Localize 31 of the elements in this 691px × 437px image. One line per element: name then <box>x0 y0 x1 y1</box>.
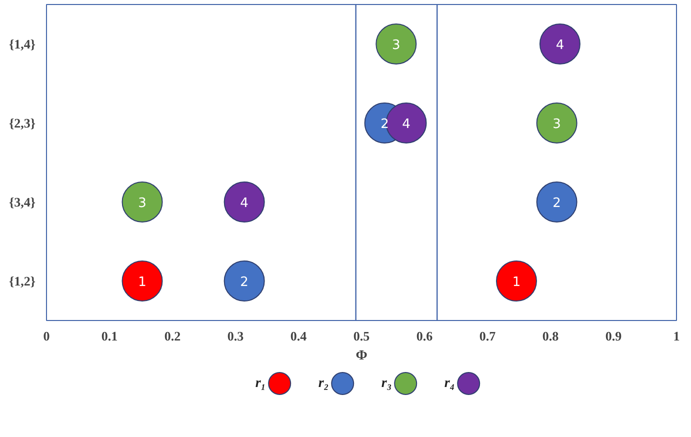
x-tick-label: 0.6 <box>416 328 434 344</box>
y-tick-label: {2,3} <box>9 116 36 130</box>
x-tick-label: 0.2 <box>164 328 181 344</box>
annotation: 2 <box>380 117 389 132</box>
x-tick-label: 1 <box>673 328 680 344</box>
legend-label: r₄ <box>444 376 455 391</box>
y-tick-label: {1,2} <box>9 274 36 288</box>
legend-label: r₁ <box>255 376 266 391</box>
annotation: 1 <box>512 275 521 290</box>
x-tick-label: 0 <box>43 328 50 344</box>
annotation: 4 <box>556 38 564 53</box>
annotation: 2 <box>240 275 248 290</box>
y-tick-label: {1,4} <box>9 36 36 52</box>
x-tick-label: 0.1 <box>101 328 118 344</box>
annotation: 3 <box>392 38 400 53</box>
legend-label: r₂ <box>318 376 329 391</box>
annotation: 3 <box>552 117 561 132</box>
annotation: 4 <box>402 117 410 132</box>
x-tick-label: 0.4 <box>290 328 308 344</box>
x-tick-label: 0.5 <box>353 328 370 344</box>
x-tick-label: 0.7 <box>479 328 496 344</box>
x-tick-label: 0.8 <box>542 328 560 344</box>
annotation: 3 <box>138 196 146 211</box>
legend-label: r₃ <box>381 376 392 391</box>
x-axis-title: Φ <box>356 348 368 364</box>
annotation: 2 <box>552 196 561 211</box>
annotation: 4 <box>240 196 248 211</box>
x-tick-label: 0.9 <box>605 328 622 344</box>
x-tick-label: 0.3 <box>227 328 244 344</box>
y-tick-label: {3,4} <box>9 194 36 210</box>
annotation: 1 <box>138 275 146 290</box>
